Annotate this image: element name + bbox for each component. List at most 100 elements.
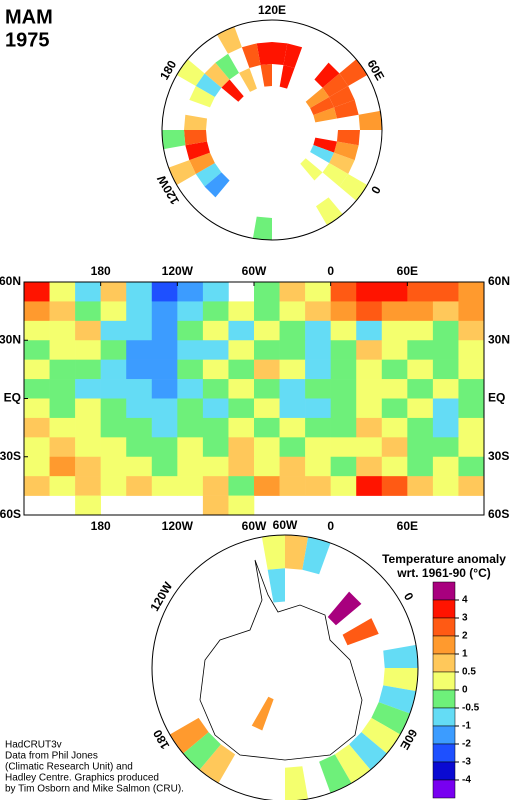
anomaly-cell: [381, 437, 408, 458]
anomaly-cell: [162, 130, 186, 150]
anomaly-cell: [330, 476, 357, 496]
anomaly-cell: [381, 476, 408, 496]
anomaly-cell: [458, 456, 485, 477]
anomaly-cell: [151, 379, 178, 399]
anomaly-cell: [75, 301, 101, 322]
anomaly-cell: [407, 359, 434, 380]
anomaly-cell: [202, 340, 229, 360]
anomaly-cell: [432, 476, 459, 496]
anomaly-cell: [322, 73, 349, 97]
anomaly-cell: [336, 130, 360, 146]
anomaly-cell: [100, 301, 127, 322]
legend-box: [432, 581, 456, 601]
anomaly-cell: [458, 476, 485, 496]
legend-box: [432, 599, 456, 619]
anomaly-cell: [151, 456, 178, 477]
anomaly-cell: [75, 456, 101, 477]
legend-box: [432, 725, 456, 745]
anomaly-cell: [330, 456, 357, 477]
anomaly-cell: [458, 417, 485, 438]
credit-line: Data from Phil Jones: [5, 751, 98, 762]
anomaly-cell: [334, 744, 371, 784]
anomaly-cell: [75, 320, 101, 341]
legend-label: -4: [462, 775, 471, 786]
anomaly-cell: [75, 417, 101, 438]
legend-label: 0.5: [462, 667, 476, 678]
legend-box: [432, 689, 456, 709]
anomaly-cell: [407, 282, 434, 302]
anomaly-cell: [100, 456, 127, 477]
anomaly-cell: [254, 379, 280, 399]
anomaly-cell: [339, 59, 368, 86]
anomaly-cell: [432, 417, 459, 438]
anomaly-cell: [151, 398, 178, 419]
anomaly-cell: [279, 359, 306, 380]
anomaly-cell: [176, 59, 205, 86]
anomaly-cell: [202, 398, 229, 419]
anomaly-cell: [75, 359, 101, 380]
lat-label: 30S: [488, 449, 509, 463]
lat-label: 60S: [0, 507, 21, 521]
anomaly-cell: [432, 379, 459, 399]
anomaly-cell: [260, 64, 272, 87]
anomaly-cell: [310, 97, 335, 115]
anomaly-cell: [356, 282, 383, 302]
anomaly-cell: [24, 417, 50, 438]
credit-line: HadCRUT3v: [5, 740, 62, 751]
anomaly-cell: [189, 86, 215, 108]
anomaly-cell: [279, 65, 295, 89]
anomaly-cell: [241, 43, 261, 68]
anomaly-cell: [75, 437, 101, 458]
anomaly-cell: [151, 340, 178, 360]
anomaly-cell: [75, 476, 101, 496]
anomaly-cell: [49, 359, 76, 380]
lat-label: 30N: [0, 332, 21, 346]
anomaly-cell: [100, 340, 127, 360]
anomaly-cell: [75, 495, 101, 516]
anomaly-cell: [185, 141, 210, 161]
anomaly-cell: [356, 359, 383, 380]
polar-lon-label: 180: [157, 58, 179, 83]
legend-box: [432, 761, 456, 781]
anomaly-cell: [314, 62, 340, 88]
anomaly-cell: [305, 379, 331, 399]
polar-lon-label: 60W: [273, 518, 298, 532]
anomaly-cell: [24, 398, 50, 419]
anomaly-cell: [407, 301, 434, 322]
lat-label: 30S: [0, 449, 21, 463]
anomaly-cell: [361, 717, 401, 754]
anomaly-cell: [228, 476, 255, 496]
anomaly-cell: [356, 379, 383, 399]
anomaly-cell: [202, 320, 229, 341]
anomaly-cell: [184, 130, 208, 146]
anomaly-cell: [151, 359, 178, 380]
legend-subtitle: wrt. 1961-90 (°C): [396, 566, 491, 580]
anomaly-cell: [339, 174, 368, 201]
lon-label: 60W: [242, 264, 267, 278]
legend-label: -2: [462, 739, 471, 750]
anomaly-cell: [316, 197, 343, 226]
anomaly-cell: [177, 398, 204, 419]
anomaly-cell: [356, 417, 383, 438]
lon-label: 180: [91, 519, 111, 533]
anomaly-cell: [151, 282, 178, 302]
anomaly-cell: [432, 437, 459, 458]
anomaly-cell: [407, 456, 434, 477]
anomaly-cell: [407, 417, 434, 438]
anomaly-cell: [254, 340, 280, 360]
anomaly-cell: [195, 73, 222, 97]
anomaly-cell: [458, 379, 485, 399]
legend-label: 0: [462, 685, 468, 696]
anomaly-cell: [100, 320, 127, 341]
polar-lon-label: 120W: [147, 579, 175, 614]
anomaly-cell: [407, 398, 434, 419]
legend-box: [432, 653, 456, 673]
anomaly-cell: [254, 398, 280, 419]
anomaly-cell: [217, 26, 242, 54]
anomaly-cell: [356, 340, 383, 360]
anomaly-cell: [267, 568, 285, 603]
anomaly-cell: [151, 320, 178, 341]
lon-label: 120W: [162, 519, 194, 533]
anomaly-cell: [202, 456, 229, 477]
anomaly-cell: [285, 535, 309, 570]
